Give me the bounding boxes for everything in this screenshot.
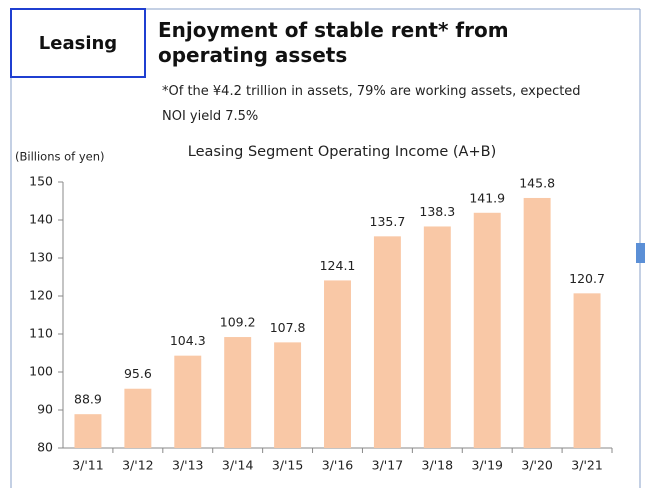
y-tick-label: 90 [37,402,53,417]
data-label: 109.2 [220,315,256,330]
data-label: 95.6 [124,366,152,381]
bar [473,212,501,448]
section-label: Leasing [10,8,146,78]
x-tick-label: 3/'18 [422,458,454,473]
x-tick-label: 3/'19 [471,458,503,473]
y-tick-label: 100 [29,364,53,379]
x-tick-label: 3/'12 [122,458,154,473]
x-tick-label: 3/'16 [322,458,354,473]
data-label: 107.8 [270,320,306,335]
data-label: 145.8 [519,175,555,190]
slide-title: Enjoyment of stable rent* from operating… [158,18,509,67]
bar [74,414,102,448]
bar [373,236,401,448]
x-tick-label: 3/'15 [272,458,304,473]
data-label: 138.3 [419,204,455,219]
data-label: 88.9 [74,392,102,407]
data-label: 124.1 [320,258,356,273]
data-label: 135.7 [370,214,406,229]
y-tick-label: 110 [29,326,53,341]
bar [174,355,202,448]
edge-tab [636,243,645,263]
x-tick-label: 3/'21 [571,458,603,473]
x-tick-label: 3/'13 [172,458,204,473]
x-tick-label: 3/'17 [372,458,404,473]
data-label: 141.9 [469,190,505,205]
x-tick-label: 3/'11 [72,458,104,473]
y-axis-label: (Billions of yen) [15,150,105,164]
bar [124,388,152,448]
y-tick-label: 120 [29,288,53,303]
y-tick-label: 130 [29,250,53,265]
y-tick-label: 140 [29,212,53,227]
data-label: 120.7 [569,271,605,286]
x-tick-label: 3/'14 [222,458,254,473]
chart-title: Leasing Segment Operating Income (A+B) [188,144,496,160]
bar [274,342,302,448]
bar [224,337,252,448]
bar [573,293,601,448]
bar [423,226,451,448]
bar [523,197,551,448]
note: *Of the ¥4.2 trillion in assets, 79% are… [162,84,581,124]
x-tick-label: 3/'20 [521,458,553,473]
data-label: 104.3 [170,333,206,348]
bar [324,280,351,448]
y-tick-label: 80 [37,440,53,455]
y-tick-label: 150 [29,174,53,189]
